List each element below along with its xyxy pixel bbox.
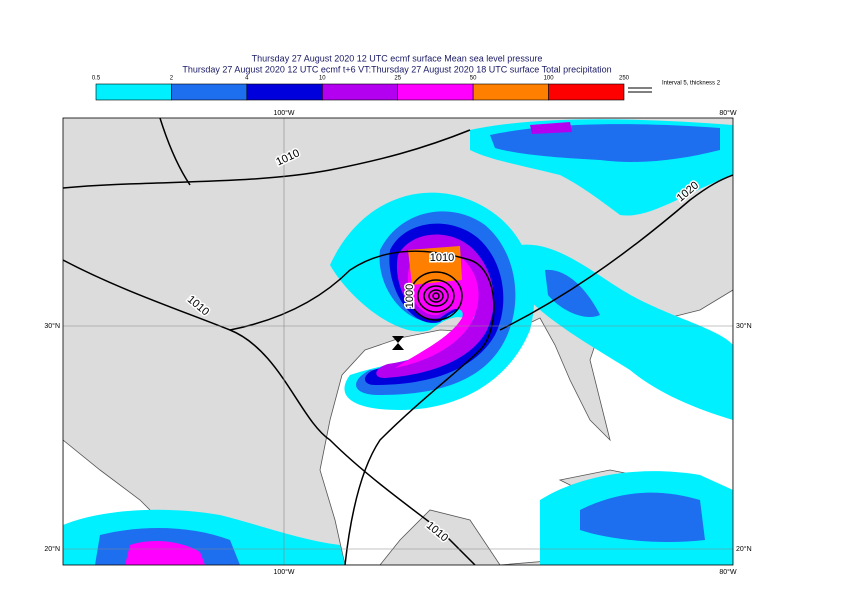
legend-level: 0.5 [92, 76, 101, 82]
isobar-label: 1000 [404, 284, 416, 308]
legend-level: 2 [170, 76, 174, 82]
legend-level: 250 [619, 76, 630, 82]
legend-swatch [246, 83, 323, 101]
lat-label: 30°N [736, 322, 752, 330]
precipitation [63, 119, 733, 565]
legend-swatch [321, 83, 399, 101]
legend-swatch [171, 83, 248, 101]
lon-label: 80°W [719, 568, 737, 576]
legend-level: 100 [544, 76, 555, 82]
map-area [63, 118, 733, 565]
title: Thursday 27 August 2020 12 UTC ecmf surf… [252, 53, 543, 63]
lon-label: 80°W [719, 109, 737, 117]
legend-swatch [472, 83, 549, 101]
isobars [63, 118, 733, 565]
subtitle: Thursday 27 August 2020 12 UTC ecmf t+6 … [182, 64, 611, 74]
lon-label: 100°W [273, 568, 294, 576]
lat-label: 30°N [44, 322, 60, 330]
lat-label: 20°N [736, 545, 752, 553]
legend-lines [628, 87, 652, 93]
legend-note: Interval 5, thickness 2 [662, 81, 721, 87]
legend-level: 25 [394, 76, 401, 82]
legend-level: 4 [245, 76, 249, 82]
lon-label: 100°W [273, 109, 294, 117]
legend-level: 50 [470, 76, 477, 82]
isobar-label: 1010 [430, 252, 454, 264]
lat-label: 20°N [44, 545, 60, 553]
graticule [63, 118, 733, 565]
map-frame [62, 117, 734, 566]
storm-marker [392, 336, 404, 350]
legend-swatch [397, 83, 474, 101]
legend-swatch [95, 83, 172, 101]
legend-level: 10 [319, 76, 326, 82]
legend-swatch [548, 83, 625, 101]
